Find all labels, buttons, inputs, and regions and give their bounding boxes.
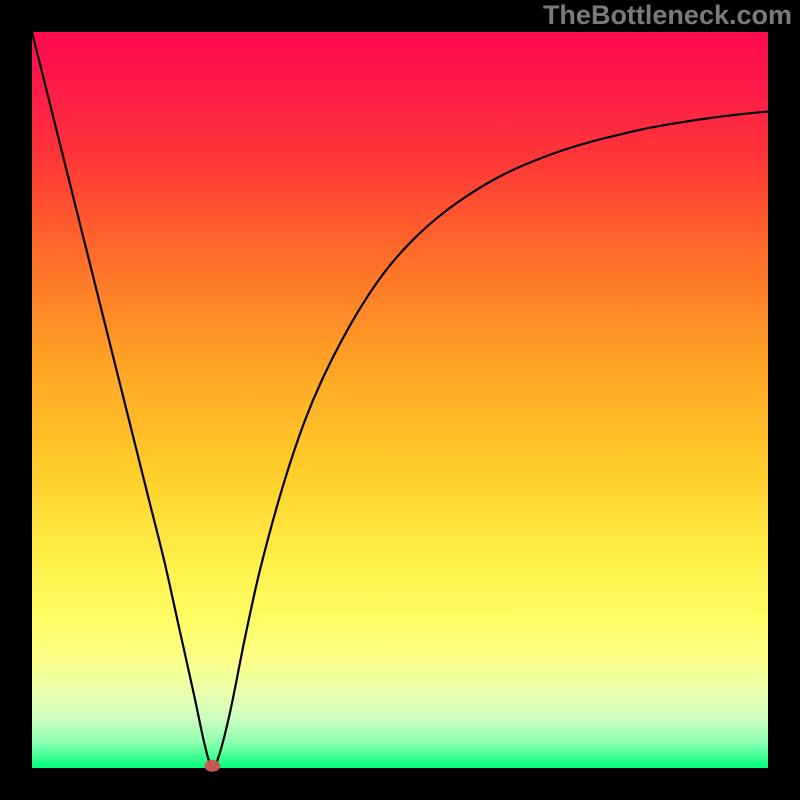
bottleneck-curve: [32, 32, 768, 768]
minimum-marker: [204, 760, 220, 772]
watermark-text: TheBottleneck.com: [543, 0, 792, 31]
chart-stage: TheBottleneck.com: [0, 0, 800, 800]
curve-layer: [0, 0, 800, 800]
